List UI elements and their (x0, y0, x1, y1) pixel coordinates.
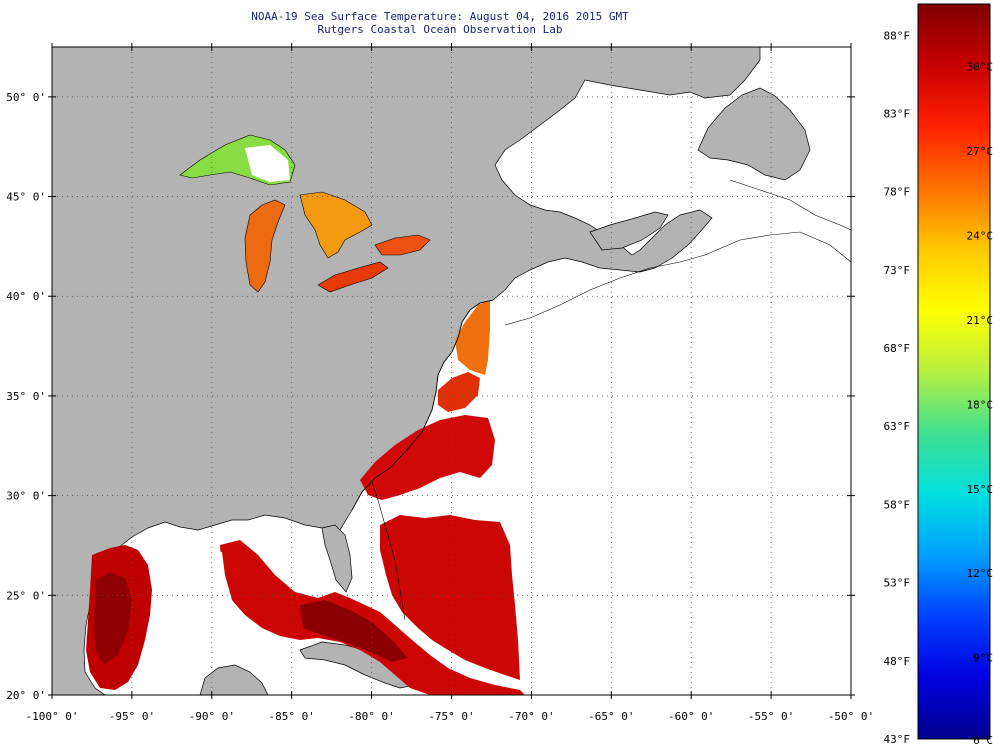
colorbar-f-label: 58°F (884, 498, 911, 511)
lake-erie (317, 261, 389, 293)
sst-atlantic-patch (438, 372, 480, 412)
land-newfoundland (697, 87, 811, 181)
colorbar (917, 3, 991, 740)
lat-tick-label: 25° 0' (6, 589, 46, 602)
lat-tick-label: 40° 0' (6, 290, 46, 303)
lon-tick-label: -80° 0' (348, 710, 394, 723)
colorbar-f-label: 88°F (884, 29, 911, 42)
lake-ontario (374, 234, 431, 256)
grid-lines (48, 43, 855, 699)
lon-tick-label: -90° 0' (189, 710, 235, 723)
sst-gulf-hot (300, 600, 408, 662)
lon-tick-label: -55° 0' (748, 710, 794, 723)
sst-atlantic-mid (360, 415, 495, 500)
coastline-atlantic (351, 299, 494, 511)
colorbar-f-label: 48°F (884, 655, 911, 668)
lat-tick-label: 30° 0' (6, 490, 46, 503)
colorbar-f-label: 83°F (884, 107, 911, 120)
lon-tick-label: -70° 0' (508, 710, 554, 723)
colorbar-f-label: 43°F (884, 733, 911, 746)
lon-tick-label: -75° 0' (428, 710, 474, 723)
colorbar-f-label: 78°F (884, 186, 911, 199)
lat-tick-label: 35° 0' (6, 390, 46, 403)
land-florida (321, 524, 353, 593)
colorbar-c-label: 12°C (967, 567, 994, 580)
gulf-cloud (150, 545, 248, 640)
sst-atlantic-south (380, 515, 520, 680)
longitude-labels: -100° 0' -95° 0' -90° 0' -85° 0' -80° 0' -75°… (26, 710, 875, 723)
lon-tick-label: -50° 0' (828, 710, 874, 723)
lon-tick-label: -65° 0' (588, 710, 634, 723)
map-area (52, 47, 851, 695)
colorbar-c-label: 24°C (967, 229, 994, 242)
lat-tick-label: 45° 0' (6, 191, 46, 204)
colorbar-c-label: 9°C (973, 652, 993, 665)
sst-gulf-east (220, 540, 525, 695)
colorbar-c-label: 30°C (967, 61, 994, 74)
colorbar-c-label: 6°C (973, 734, 993, 747)
colorbar-f-label: 73°F (884, 264, 911, 277)
lake-huron (299, 191, 373, 259)
latitude-labels: 20° 0' 25° 0' 30° 0' 35° 0' 40° 0' 45° 0' 50° … (6, 91, 46, 702)
lon-tick-label: -85° 0' (269, 710, 315, 723)
colorbar-f-label: 53°F (884, 577, 911, 590)
colorbar-celsius-labels: 30°C 27°C 24°C 21°C 18°C 15°C 12°C 9°C 6°C (967, 61, 994, 747)
lake-michigan (244, 199, 286, 293)
land-cuba (299, 641, 416, 689)
colorbar-c-label: 21°C (967, 314, 994, 327)
sst-atlantic-north (455, 300, 490, 375)
gulf-stream-contour (371, 481, 406, 621)
shelf-contour-north (504, 231, 851, 326)
land-nova-scotia (589, 211, 669, 251)
lon-tick-label: -100° 0' (26, 710, 79, 723)
land-yucatan (199, 664, 269, 695)
colorbar-f-label: 68°F (884, 342, 911, 355)
lon-tick-label: -95° 0' (109, 710, 155, 723)
colorbar-fahrenheit-labels: 88°F 83°F 78°F 73°F 68°F 63°F 58°F 53°F 48°F 43°F (884, 29, 911, 746)
lake-superior-cloud (245, 145, 290, 182)
colorbar-c-label: 15°C (967, 483, 994, 496)
colorbar-c-label: 27°C (967, 145, 994, 158)
lon-tick-label: -60° 0' (668, 710, 714, 723)
lat-tick-label: 20° 0' (6, 689, 46, 702)
map-subtitle: Rutgers Coastal Ocean Observation Lab (317, 23, 562, 36)
shelf-contour-labrador (729, 179, 851, 231)
lat-tick-label: 50° 0' (6, 91, 46, 104)
colorbar-f-label: 63°F (884, 420, 911, 433)
colorbar-c-label: 18°C (967, 398, 994, 411)
map-frame (51, 46, 852, 696)
map-title: NOAA-19 Sea Surface Temperature: August … (251, 10, 629, 23)
